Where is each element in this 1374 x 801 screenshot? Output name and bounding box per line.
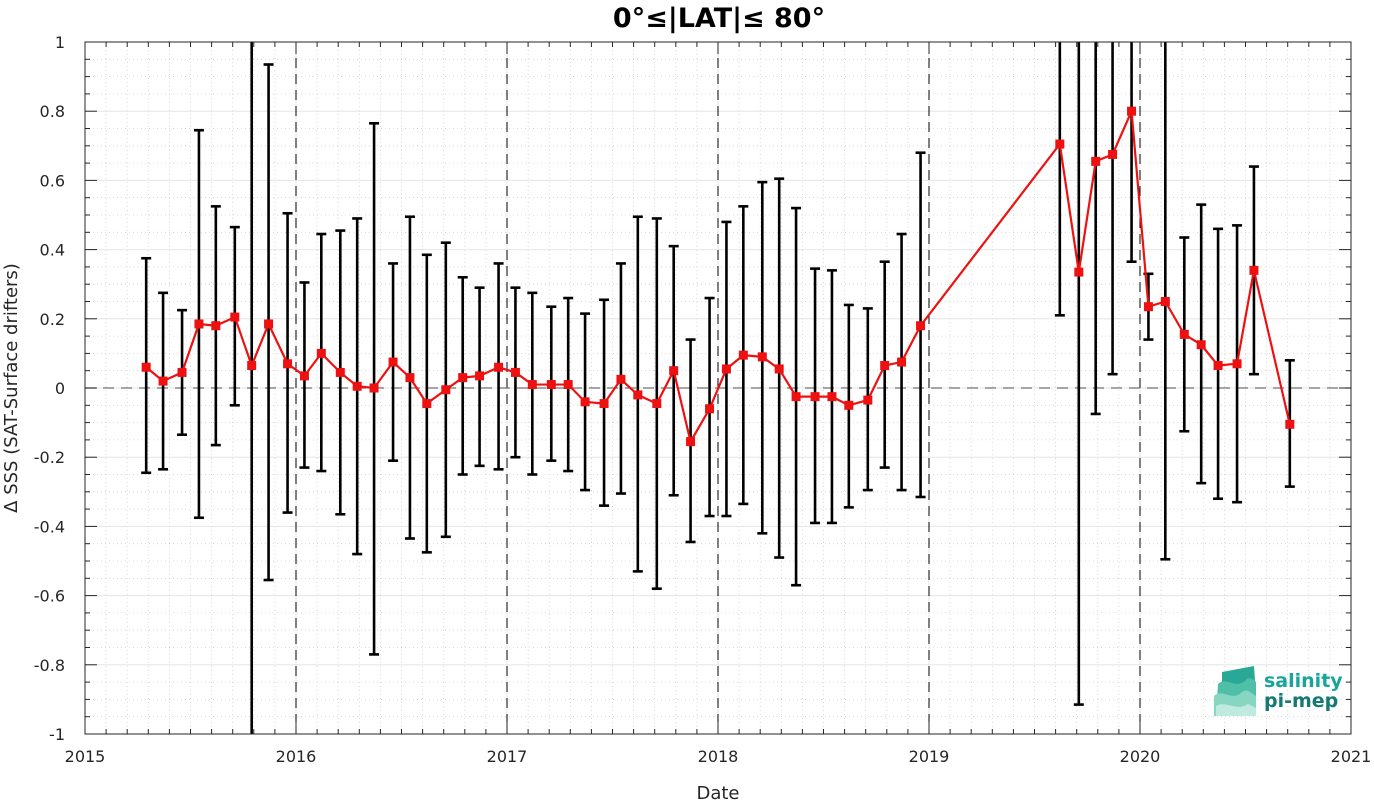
data-point-marker: [1143, 302, 1153, 312]
y-tick-label: -0.4: [34, 517, 65, 536]
y-tick-label: 0.2: [40, 310, 65, 329]
wave-icon: [1214, 666, 1256, 716]
y-tick-label: -1: [49, 725, 65, 744]
data-point-marker: [546, 380, 556, 390]
data-point-marker: [141, 362, 151, 372]
logo-text-pi-mep: pi-mep: [1264, 690, 1338, 712]
y-axis-tick-labels: -1 -0.8 -0.6 -0.4 -0.2 0 0.2 0.4 0.6 0.8 1: [34, 33, 65, 744]
data-point-marker: [1179, 329, 1189, 339]
x-axis-label: Date: [696, 783, 739, 801]
data-point-marker: [335, 367, 345, 377]
axis-ticks: [84, 41, 1352, 735]
data-point-marker: [422, 399, 432, 409]
y-tick-label: 0: [55, 379, 65, 398]
data-point-marker: [880, 361, 890, 371]
data-point-marker: [458, 373, 468, 383]
data-markers: [141, 106, 1295, 447]
data-point-marker: [283, 359, 293, 369]
chart-title: 0°≤|LAT|≤ 80°: [613, 3, 825, 34]
data-point-marker: [316, 348, 326, 358]
data-point-marker: [810, 392, 820, 402]
data-point-marker: [844, 400, 854, 410]
series-line: [145, 110, 1291, 445]
y-tick-label: 0.6: [40, 171, 65, 190]
data-point-marker: [369, 383, 379, 393]
data-point-marker: [1127, 106, 1137, 116]
data-point-marker: [757, 352, 767, 362]
data-point-marker: [441, 385, 451, 395]
x-tick-label: 2021: [1331, 747, 1372, 766]
data-point-marker: [230, 312, 240, 322]
data-point-marker: [916, 321, 926, 331]
data-point-marker: [1055, 139, 1065, 149]
data-point-marker: [527, 380, 537, 390]
data-point-marker: [563, 380, 573, 390]
y-tick-label: -0.2: [34, 448, 65, 467]
data-point-marker: [299, 371, 309, 381]
data-point-marker: [1285, 419, 1295, 429]
x-tick-label: 2018: [698, 747, 739, 766]
data-point-marker: [194, 319, 204, 329]
y-tick-label: 0.8: [40, 102, 65, 121]
x-tick-label: 2015: [65, 747, 106, 766]
x-tick-label: 2017: [487, 747, 528, 766]
data-point-marker: [686, 437, 696, 447]
data-point-marker: [705, 404, 715, 414]
y-tick-label: 0.4: [40, 241, 65, 260]
data-point-marker: [652, 399, 662, 409]
data-point-marker: [158, 376, 168, 386]
data-point-marker: [580, 397, 590, 407]
x-tick-label: 2016: [276, 747, 317, 766]
data-point-marker: [599, 399, 609, 409]
data-point-marker: [616, 374, 626, 384]
x-axis-tick-labels: 2015 2016 2017 2018 2019 2020 2021: [65, 747, 1372, 766]
data-point-marker: [1213, 361, 1223, 371]
data-point-marker: [1108, 149, 1118, 159]
y-tick-label: -0.6: [34, 587, 65, 606]
data-point-marker: [211, 321, 221, 331]
data-point-marker: [1196, 340, 1206, 350]
data-point-marker: [669, 366, 679, 376]
data-point-marker: [721, 364, 731, 374]
data-point-marker: [897, 357, 907, 367]
data-point-marker: [1160, 297, 1170, 306]
data-point-marker: [791, 392, 801, 402]
y-axis-label: Δ SSS (SAT-Surface drifters): [1, 263, 22, 513]
salinity-pi-mep-logo: salinity pi-mep: [1214, 666, 1343, 716]
data-point-marker: [774, 364, 784, 374]
data-point-marker: [1074, 267, 1084, 277]
data-point-marker: [510, 367, 520, 377]
data-point-marker: [247, 361, 257, 371]
data-point-marker: [1091, 156, 1101, 166]
data-point-marker: [177, 367, 187, 377]
x-tick-label: 2020: [1120, 747, 1161, 766]
data-point-marker: [352, 381, 362, 391]
data-point-marker: [264, 319, 274, 329]
logo-text-salinity: salinity: [1264, 670, 1343, 692]
data-point-marker: [388, 357, 398, 367]
data-point-marker: [738, 350, 748, 360]
data-point-marker: [1249, 265, 1259, 275]
data-point-marker: [405, 373, 415, 383]
y-tick-label: -0.8: [34, 656, 65, 675]
data-point-marker: [827, 392, 837, 402]
x-tick-label: 2019: [909, 747, 950, 766]
data-point-marker: [494, 362, 504, 372]
data-point-marker: [633, 390, 643, 400]
data-point-marker: [475, 371, 485, 381]
y-tick-label: 1: [55, 33, 65, 52]
data-point-marker: [1232, 359, 1242, 369]
data-point-marker: [863, 395, 873, 405]
